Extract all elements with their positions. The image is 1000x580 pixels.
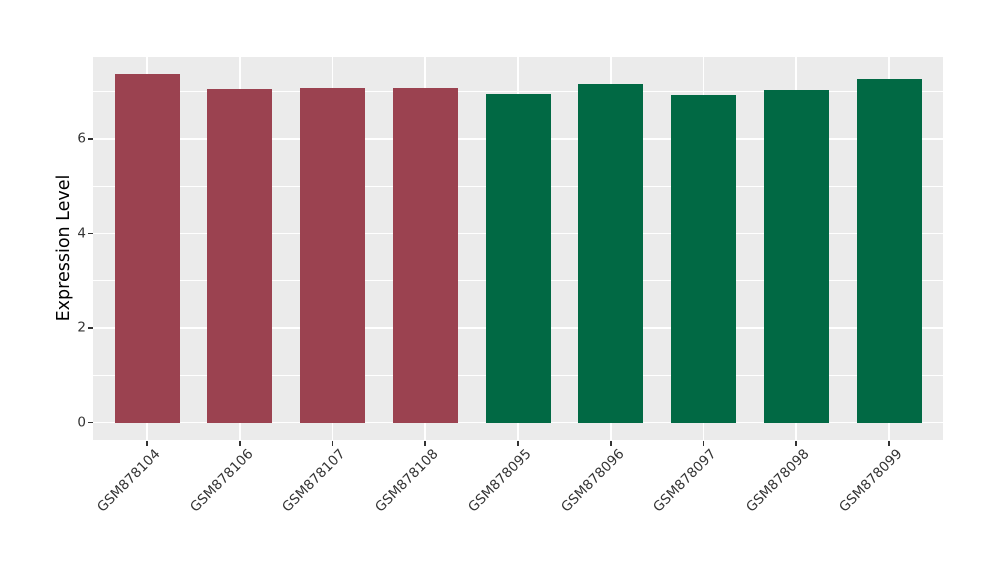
y-tick-mark	[87, 232, 93, 235]
x-tick-label: GSM878099	[835, 446, 906, 516]
bar-GSM878104	[114, 74, 180, 423]
y-tick-label: 2	[77, 319, 86, 336]
x-tick-mark	[702, 440, 705, 446]
y-tick-mark	[87, 327, 93, 329]
x-tick-label: GSM878098	[743, 446, 813, 516]
y-tick-label: 6	[77, 130, 86, 147]
x-tick-mark	[146, 440, 148, 446]
bar-GSM878106	[207, 89, 273, 423]
x-tick-mark	[517, 440, 519, 446]
bar-GSM878107	[300, 88, 365, 423]
x-tick-mark	[609, 440, 612, 446]
bar-GSM878097	[671, 94, 736, 423]
y-tick-label: 4	[77, 225, 86, 242]
y-axis-title: Expression Level	[54, 174, 74, 322]
x-tick-label: GSM878107	[279, 446, 349, 516]
x-tick-mark	[331, 440, 334, 446]
bar-GSM878099	[856, 79, 922, 423]
x-tick-mark	[238, 440, 241, 446]
plot-panel	[93, 57, 943, 440]
x-tick-label: GSM878095	[464, 446, 535, 516]
x-tick-mark	[424, 440, 427, 446]
x-tick-label: GSM878106	[186, 446, 257, 516]
y-tick-label: 0	[77, 414, 86, 431]
bar-GSM878108	[392, 88, 458, 423]
bar-GSM878098	[763, 89, 829, 423]
y-tick-mark	[87, 138, 93, 140]
bar-GSM878096	[578, 84, 644, 423]
x-tick-mark	[888, 440, 890, 446]
y-tick-mark	[87, 421, 93, 424]
x-tick-label: GSM878097	[650, 446, 720, 516]
x-tick-mark	[795, 440, 798, 446]
bar-GSM878095	[485, 93, 551, 423]
x-tick-label: GSM878104	[93, 446, 164, 516]
x-tick-label: GSM878108	[372, 446, 442, 516]
x-tick-label: GSM878096	[557, 446, 628, 516]
